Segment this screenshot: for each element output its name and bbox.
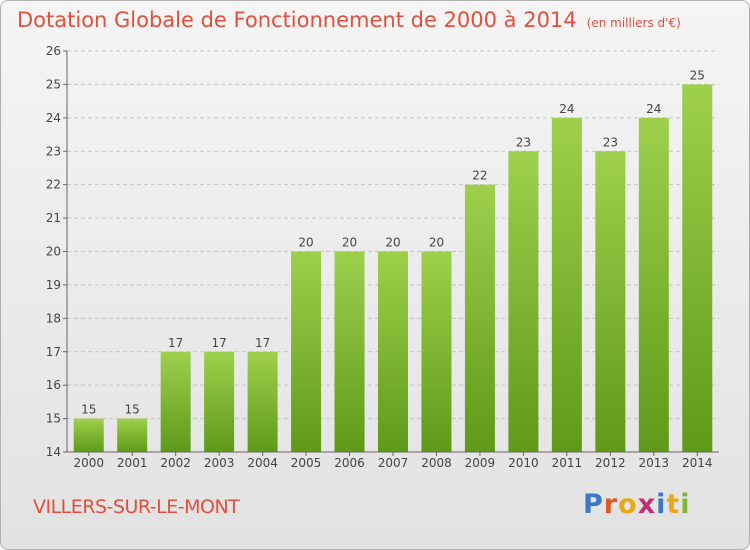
logo-letter: r: [603, 489, 619, 520]
logo-letter: i: [656, 489, 667, 520]
bar-value-label: 24: [646, 102, 661, 116]
y-tick-label: 26: [46, 44, 61, 58]
commune-name: VILLERS-SUR-LE-MONT: [33, 496, 240, 518]
x-tick-label: 2014: [682, 456, 713, 470]
bar-2014: [682, 84, 713, 453]
bars: 15 15 17 17 17 20 20 20 20 22 23 24 23 24 25: [73, 68, 713, 453]
unit-label: (en milliers d'€): [586, 16, 681, 30]
y-tick-label: 23: [46, 144, 61, 158]
x-tick-label: 2006: [334, 456, 365, 470]
title-text: Dotation Globale de Fonctionnement de 20…: [17, 8, 577, 32]
x-tick-label: 2011: [552, 456, 583, 470]
bar-value-label: 20: [342, 236, 357, 250]
bar-value-label: 15: [81, 403, 96, 417]
y-tick-label: 21: [46, 211, 61, 225]
x-tick-label: 2013: [639, 456, 670, 470]
x-tick-label: 2004: [247, 456, 278, 470]
y-tick-label: 25: [46, 77, 61, 91]
bar-value-label: 25: [690, 68, 705, 82]
bar-2000: [73, 418, 104, 452]
bar-value-label: 20: [298, 236, 313, 250]
y-tick-label: 17: [46, 345, 61, 359]
bar-value-label: 20: [385, 236, 400, 250]
bar-2008: [421, 251, 452, 452]
y-tick-label: 18: [46, 311, 61, 325]
bar-value-label: 23: [516, 135, 531, 149]
bar-value-label: 24: [559, 102, 574, 116]
bar-2009: [464, 184, 495, 452]
y-tick-label: 24: [46, 111, 61, 125]
logo-letter: o: [618, 489, 638, 520]
y-tick-label: 14: [46, 445, 61, 459]
x-tick-label: 2001: [117, 456, 148, 470]
logo-letter: i: [680, 489, 691, 520]
bar-2004: [247, 351, 278, 452]
bar-value-label: 17: [168, 336, 183, 350]
bar-2006: [334, 251, 365, 452]
bar-value-label: 23: [603, 135, 618, 149]
y-tick-label: 20: [46, 245, 61, 259]
bar-2010: [508, 151, 539, 452]
bar-value-label: 22: [472, 169, 487, 183]
chart-title: Dotation Globale de Fonctionnement de 20…: [17, 8, 681, 32]
x-tick-label: 2007: [378, 456, 409, 470]
bar-2012: [595, 151, 626, 452]
bar-2007: [378, 251, 408, 452]
axes: 14 15 16 17 18 19 20 21 22 23 24 25 26 2000 2001 2002 20…: [46, 44, 719, 470]
bar-value-label: 15: [125, 403, 140, 417]
x-tick-label: 2003: [204, 456, 235, 470]
logo-letter: t: [666, 489, 681, 520]
bar-value-label: 17: [211, 336, 226, 350]
logo-letter: P: [583, 489, 604, 520]
bar-2001: [117, 418, 148, 452]
y-tick-label: 16: [46, 378, 61, 392]
bar-2002: [160, 351, 191, 452]
logo-letter: x: [637, 489, 657, 520]
bar-2005: [291, 251, 322, 452]
x-tick-label: 2010: [508, 456, 539, 470]
bar-value-label: 20: [429, 236, 444, 250]
x-tick-label: 2012: [595, 456, 626, 470]
proxiti-logo[interactable]: Proxiti: [583, 489, 691, 520]
y-tick-label: 22: [46, 178, 61, 192]
y-tick-label: 15: [46, 412, 61, 426]
x-tick-label: 2009: [465, 456, 496, 470]
x-tick-label: 2005: [291, 456, 322, 470]
x-tick-label: 2002: [160, 456, 191, 470]
bar-2011: [551, 117, 582, 452]
y-tick-label: 19: [46, 278, 61, 292]
x-tick-label: 2000: [73, 456, 104, 470]
bar-2003: [204, 351, 235, 452]
bar-2013: [638, 117, 669, 452]
x-tick-label: 2008: [421, 456, 452, 470]
bar-value-label: 17: [255, 336, 270, 350]
